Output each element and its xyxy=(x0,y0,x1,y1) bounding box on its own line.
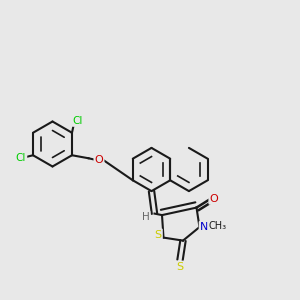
Text: N: N xyxy=(200,222,208,232)
Text: Cl: Cl xyxy=(16,153,26,163)
Text: O: O xyxy=(209,194,218,204)
Text: O: O xyxy=(94,155,103,165)
Text: S: S xyxy=(154,230,162,240)
Text: Cl: Cl xyxy=(73,116,83,126)
Text: S: S xyxy=(176,262,184,272)
Text: H: H xyxy=(142,212,149,222)
Text: CH₃: CH₃ xyxy=(208,220,226,231)
